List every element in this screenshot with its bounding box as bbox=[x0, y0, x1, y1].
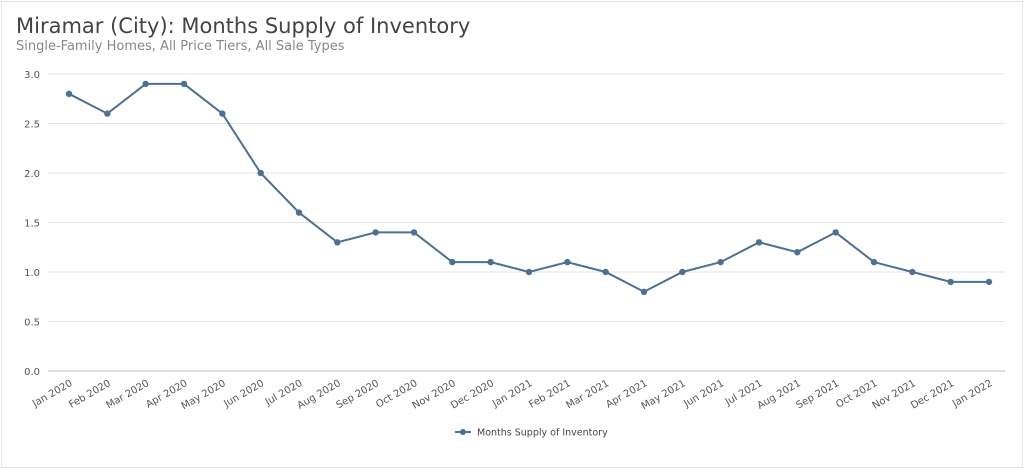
y-tick-label: 1.5 bbox=[24, 219, 40, 230]
y-tick-label: 3.0 bbox=[24, 70, 40, 81]
data-point bbox=[410, 229, 418, 236]
data-point bbox=[219, 110, 226, 117]
data-point bbox=[985, 278, 993, 286]
data-point bbox=[65, 90, 73, 98]
series-line bbox=[68, 82, 989, 293]
x-tick-label: Aug 2021 bbox=[756, 378, 803, 412]
data-point bbox=[755, 239, 763, 246]
data-point bbox=[602, 268, 609, 276]
data-point bbox=[180, 80, 188, 88]
x-tick-label: Dec 2021 bbox=[909, 378, 956, 412]
data-point bbox=[104, 110, 111, 117]
y-tick-label: 2.0 bbox=[24, 169, 40, 180]
x-tick-label: Jun 2021 bbox=[681, 378, 726, 410]
data-point bbox=[449, 258, 456, 266]
data-point bbox=[525, 268, 533, 276]
data-point bbox=[794, 249, 801, 256]
x-tick-label: Sep 2021 bbox=[795, 378, 842, 411]
x-tick-label: Jun 2020 bbox=[221, 378, 266, 410]
y-tick-label: 1.0 bbox=[24, 268, 40, 279]
x-tick-label: Jan 2021 bbox=[490, 378, 535, 410]
x-tick-label: Jan 2020 bbox=[30, 378, 75, 410]
y-tick-label: 2.5 bbox=[24, 120, 40, 131]
legend-label: Months Supply of Inventory bbox=[477, 428, 608, 439]
data-point bbox=[947, 278, 954, 286]
data-point bbox=[717, 258, 724, 266]
chart-subtitle: Single-Family Homes, All Price Tiers, Al… bbox=[16, 39, 345, 54]
legend-marker-icon bbox=[460, 429, 466, 435]
data-point bbox=[870, 258, 878, 266]
data-point bbox=[640, 288, 648, 295]
data-point bbox=[334, 239, 341, 246]
data-point bbox=[909, 268, 916, 276]
data-point bbox=[564, 258, 571, 266]
chart-title: Miramar (City): Months Supply of Invento… bbox=[16, 14, 471, 38]
data-point bbox=[832, 229, 839, 236]
data-point bbox=[487, 258, 494, 266]
x-tick-label: Aug 2020 bbox=[296, 378, 343, 412]
x-tick-label: Dec 2020 bbox=[449, 378, 496, 412]
y-tick-label: 0.5 bbox=[24, 318, 40, 329]
x-tick-label: Mar 2020 bbox=[105, 378, 152, 411]
x-tick-label: Jan 2022 bbox=[950, 378, 995, 410]
data-point bbox=[257, 169, 264, 177]
y-tick-label: 0.0 bbox=[24, 367, 40, 378]
x-tick-label: Mar 2021 bbox=[565, 378, 612, 411]
data-point bbox=[142, 80, 149, 88]
data-point bbox=[372, 229, 379, 236]
x-tick-label: Sep 2020 bbox=[335, 378, 382, 411]
data-point bbox=[679, 268, 686, 276]
data-point bbox=[295, 209, 303, 216]
